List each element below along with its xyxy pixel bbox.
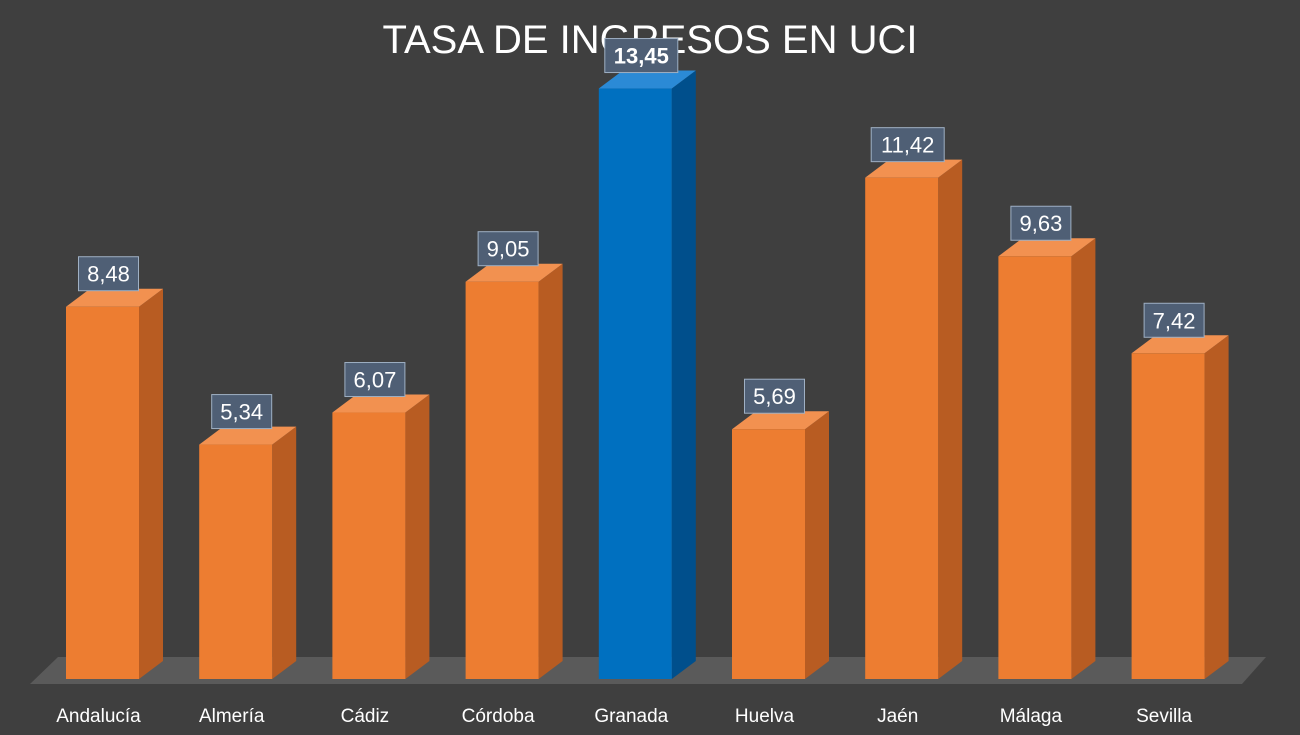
category-label: Andalucía [56,706,141,727]
value-label-box [1010,205,1072,241]
bar-side [538,263,563,679]
bar-4: 9,05 [465,231,563,679]
bar-5: 13,45 [598,38,696,680]
bar-top [1131,335,1229,354]
value-label: 11,42 [881,133,934,158]
value-label-box [78,256,139,292]
bar-front [66,306,139,679]
bar-8: 9,63 [998,205,1096,680]
category-label: Málaga [1000,706,1063,727]
bar-6: 5,69 [732,378,829,679]
value-label-box [344,362,406,398]
bar-top [66,288,163,307]
bar-top [732,411,829,430]
value-label: 5,69 [753,384,796,409]
bar-front [598,88,672,680]
bar-side [938,159,963,680]
category-labels: Andalucía Almería Cádiz Córdoba Granada Huelv… [56,706,1192,727]
bar-side [805,411,829,679]
bar-top [598,70,696,89]
bar-front [332,412,406,679]
bar-side [272,426,297,679]
bar-front [732,429,805,679]
value-label: 8,48 [87,262,130,287]
bar-front [1131,353,1205,679]
bar-front [865,177,939,680]
category-label: Granada [594,706,668,727]
value-label: 9,05 [487,237,530,262]
bar-front [998,256,1072,679]
bars-group: 8,48 5,34 6,07 9,05 13,45 5,69 11,42 9,63 7,42 [66,38,1229,680]
category-label: Jaén [877,706,918,727]
bar-3: 6,07 [332,362,430,679]
value-label: 5,34 [220,400,263,425]
category-label: Almería [199,706,265,727]
value-label: 13,45 [614,44,669,69]
value-label-box [1143,302,1205,338]
bar-side [1204,335,1229,679]
bar-7: 11,42 [865,127,963,680]
bar-2: 5,34 [199,394,297,679]
value-label-box [744,378,805,414]
bar-side [1071,238,1096,680]
bar-9: 7,42 [1131,302,1229,679]
bar-side [405,394,430,679]
value-label: 7,42 [1153,308,1196,333]
value-label: 6,07 [353,368,396,393]
bar-top [199,426,297,445]
category-label: Sevilla [1136,706,1192,727]
bar-top [465,263,563,282]
category-label: Cádiz [341,706,390,727]
bar-side [139,288,163,679]
bar-side [671,70,696,680]
value-label: 9,63 [1019,211,1062,236]
value-label-box [870,127,945,163]
category-label: Huelva [735,706,795,727]
bar-top [865,159,963,178]
bar-top [332,394,430,413]
bar-top [998,238,1096,257]
bar-front [199,444,273,679]
value-label-box [211,394,273,430]
bar-front [465,281,539,679]
value-label-box [604,38,679,74]
value-label-box [477,231,539,267]
category-label: Córdoba [462,706,535,727]
bar-1: 8,48 [66,256,163,679]
